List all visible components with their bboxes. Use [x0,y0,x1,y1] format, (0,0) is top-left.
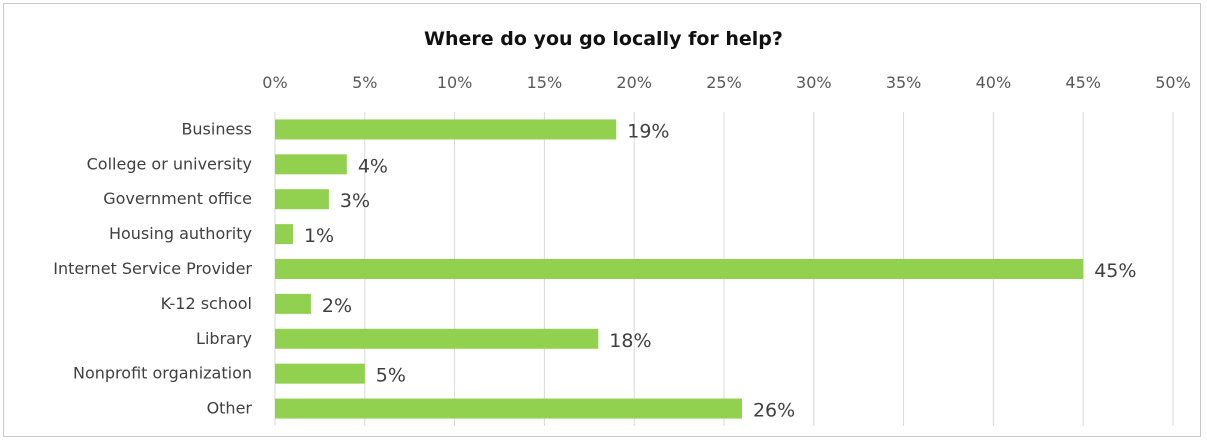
x-axis-ticks: 0% 5% 10% 15% 20% 25% 30% 35% 40% 45% 50% [262,73,1190,92]
bar [275,259,1084,279]
x-tick-label: 50% [1155,73,1191,92]
x-tick-label: 10% [437,73,473,92]
category-label: Housing authority [109,224,252,243]
data-label: 1% [304,225,334,247]
y-axis-categories: Business College or university Government … [53,119,252,417]
category-label: College or university [87,154,252,173]
category-label: Nonprofit organization [73,364,252,383]
data-label: 4% [358,155,388,177]
x-tick-label: 45% [1065,73,1101,92]
x-tick-label: 15% [527,73,563,92]
bar [275,119,617,140]
category-label: Business [181,119,252,138]
data-labels: 19% 4% 3% 1% 45% 2% 18% 5% 26% [304,120,1136,421]
chart-frame [3,3,1201,437]
category-label: Library [196,329,252,348]
bar [275,363,365,384]
data-label: 3% [340,190,370,212]
bars [275,119,1084,419]
category-label: Government office [103,189,252,208]
category-label: Internet Service Provider [53,259,252,278]
x-tick-label: 40% [976,73,1012,92]
chart-title: Where do you go locally for help? [424,28,783,50]
x-tick-label: 25% [706,73,742,92]
data-label: 26% [753,400,795,422]
bar [275,328,599,349]
data-label: 5% [376,365,406,387]
bar [275,189,329,210]
category-label: Other [207,399,253,418]
x-tick-label: 20% [616,73,652,92]
bar [275,224,293,245]
x-tick-label: 0% [262,73,287,92]
x-tick-label: 5% [352,73,377,92]
data-label: 2% [322,295,352,317]
data-label: 45% [1094,260,1136,282]
x-tick-label: 30% [796,73,832,92]
bar [275,293,311,314]
data-label: 18% [609,330,651,352]
data-label: 19% [627,120,669,142]
x-tick-label: 35% [886,73,922,92]
bar [275,154,347,175]
category-label: K-12 school [161,294,252,313]
bar [275,398,742,419]
